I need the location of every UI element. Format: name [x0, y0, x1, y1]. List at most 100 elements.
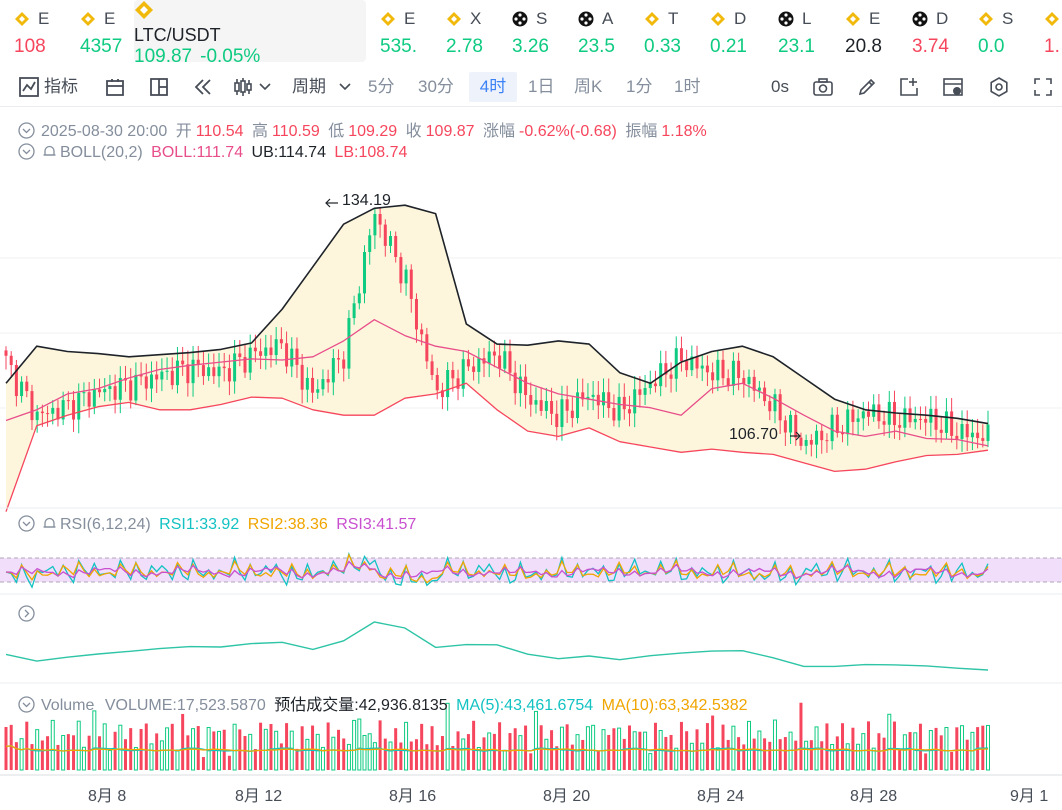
candle-body — [368, 235, 372, 252]
volume-bar — [87, 735, 91, 770]
template-icon[interactable] — [942, 76, 964, 98]
volume-bar — [165, 727, 170, 771]
bell-icon[interactable] — [41, 515, 58, 532]
active-pair: LTC/USDT — [134, 25, 221, 45]
period-chevron-icon[interactable] — [338, 80, 352, 94]
min-price-arrow-head — [795, 431, 801, 441]
volume-bar — [622, 738, 626, 770]
change-value: -0.62%(-0.68) — [519, 123, 617, 140]
indicators-button[interactable]: 指标 — [44, 77, 78, 96]
candle-date: 2025-08-30 20:00 — [41, 123, 168, 140]
ticker-strip: E 108 E 4357 E 535. X 2.78 S 3.26 A 23.5 T 0.33 D 0.21 L… — [0, 0, 1062, 64]
candle-body — [279, 339, 283, 344]
candle-body — [581, 392, 585, 400]
candle-body — [103, 389, 107, 393]
ticker-symbol: E — [104, 9, 116, 28]
sub-indicator-toggle — [18, 605, 41, 624]
fullscreen-icon[interactable] — [1032, 76, 1054, 98]
collapse-icon[interactable] — [18, 696, 35, 713]
volume-bar — [113, 731, 117, 770]
candle-body — [342, 359, 346, 369]
volume-bar — [555, 746, 559, 770]
volume-bar — [456, 731, 460, 770]
x-axis-label: 8月 20 — [543, 788, 591, 805]
ticker-symbol: D — [734, 9, 747, 28]
interval-5m[interactable]: 5分 — [368, 77, 395, 96]
interval-1d[interactable]: 1日 — [528, 77, 555, 96]
volume-bar — [9, 724, 13, 770]
bnb-icon — [979, 12, 993, 26]
candle-body — [461, 359, 465, 389]
collapse-icon[interactable] — [18, 143, 35, 160]
candle-body — [716, 359, 720, 381]
candle-body — [196, 359, 200, 366]
toolbar-divider — [0, 106, 1062, 107]
candle-body — [378, 213, 382, 225]
volume-bar — [674, 747, 679, 771]
split-view-icon[interactable] — [148, 76, 170, 98]
add-chart-icon[interactable] — [898, 76, 920, 98]
chevron-down-icon[interactable] — [258, 80, 272, 94]
indicator-icon[interactable] — [18, 76, 40, 98]
candle-body — [492, 351, 496, 356]
volume-bar — [856, 743, 861, 771]
volume-bar — [575, 734, 580, 771]
open-value: 110.54 — [195, 123, 244, 140]
active-ticker[interactable]: LTC/USDT 109.87 -0.05% — [134, 0, 366, 64]
ticker-price: 108 — [14, 36, 46, 57]
candle-type-icon[interactable] — [232, 76, 254, 98]
volume-bar — [830, 743, 835, 771]
volume-bar — [638, 731, 642, 770]
interval-30m[interactable]: 30分 — [418, 77, 454, 96]
candle-body — [721, 359, 725, 379]
ticker-price: 1. — [1044, 36, 1060, 57]
settings-icon[interactable] — [988, 76, 1010, 98]
volume-bar — [149, 743, 154, 771]
volume-bar — [305, 738, 310, 771]
rsi-line: RSI(6,12,24) RSI1:33.92 RSI2:38.36 RSI3:… — [18, 515, 420, 534]
period-button[interactable]: 周期 — [292, 77, 326, 96]
camera-icon[interactable] — [812, 76, 834, 98]
candle-body — [602, 392, 606, 406]
volume-bar — [679, 721, 683, 770]
candle-body — [518, 376, 522, 394]
layout-icon[interactable] — [104, 76, 126, 98]
candle-body — [804, 440, 808, 446]
volume-bar — [669, 734, 673, 770]
candle-body — [856, 418, 860, 422]
volume-bar — [498, 722, 502, 770]
interval-1w[interactable]: 周K — [574, 77, 603, 96]
volume-bar — [98, 736, 102, 770]
volume-bar — [357, 718, 362, 771]
collapse-icon[interactable] — [18, 515, 35, 532]
candle-body — [877, 404, 881, 422]
rsi-name: RSI(6,12,24) — [60, 516, 151, 533]
candle-body — [617, 396, 621, 421]
interval-1h[interactable]: 1时 — [674, 77, 701, 96]
collapse-icon[interactable] — [18, 122, 35, 139]
candle-body — [544, 400, 548, 411]
replay-icon[interactable] — [192, 76, 214, 98]
candle-body — [570, 410, 574, 419]
pen-icon[interactable] — [856, 76, 878, 98]
candle-body — [944, 411, 948, 433]
interval-4h[interactable]: 4时 — [469, 72, 517, 102]
price-chart[interactable] — [0, 107, 1062, 807]
expand-icon[interactable] — [18, 605, 35, 622]
candle-body — [477, 358, 481, 372]
candle-body — [207, 367, 211, 377]
bell-icon[interactable] — [41, 143, 58, 160]
volume-bar — [763, 738, 767, 770]
volume-bar — [737, 737, 741, 770]
volume-bar — [700, 742, 705, 771]
candle-body — [560, 399, 564, 428]
candle-body — [20, 381, 24, 397]
volume-bar — [882, 737, 886, 770]
candle-body — [539, 400, 543, 411]
ticker-symbol: X — [470, 9, 482, 28]
ticker-symbol: A — [602, 9, 614, 28]
volume-bar — [581, 739, 585, 770]
interval-1m[interactable]: 1分 — [626, 77, 653, 96]
candle-body — [440, 390, 444, 398]
candle-body — [924, 418, 928, 423]
